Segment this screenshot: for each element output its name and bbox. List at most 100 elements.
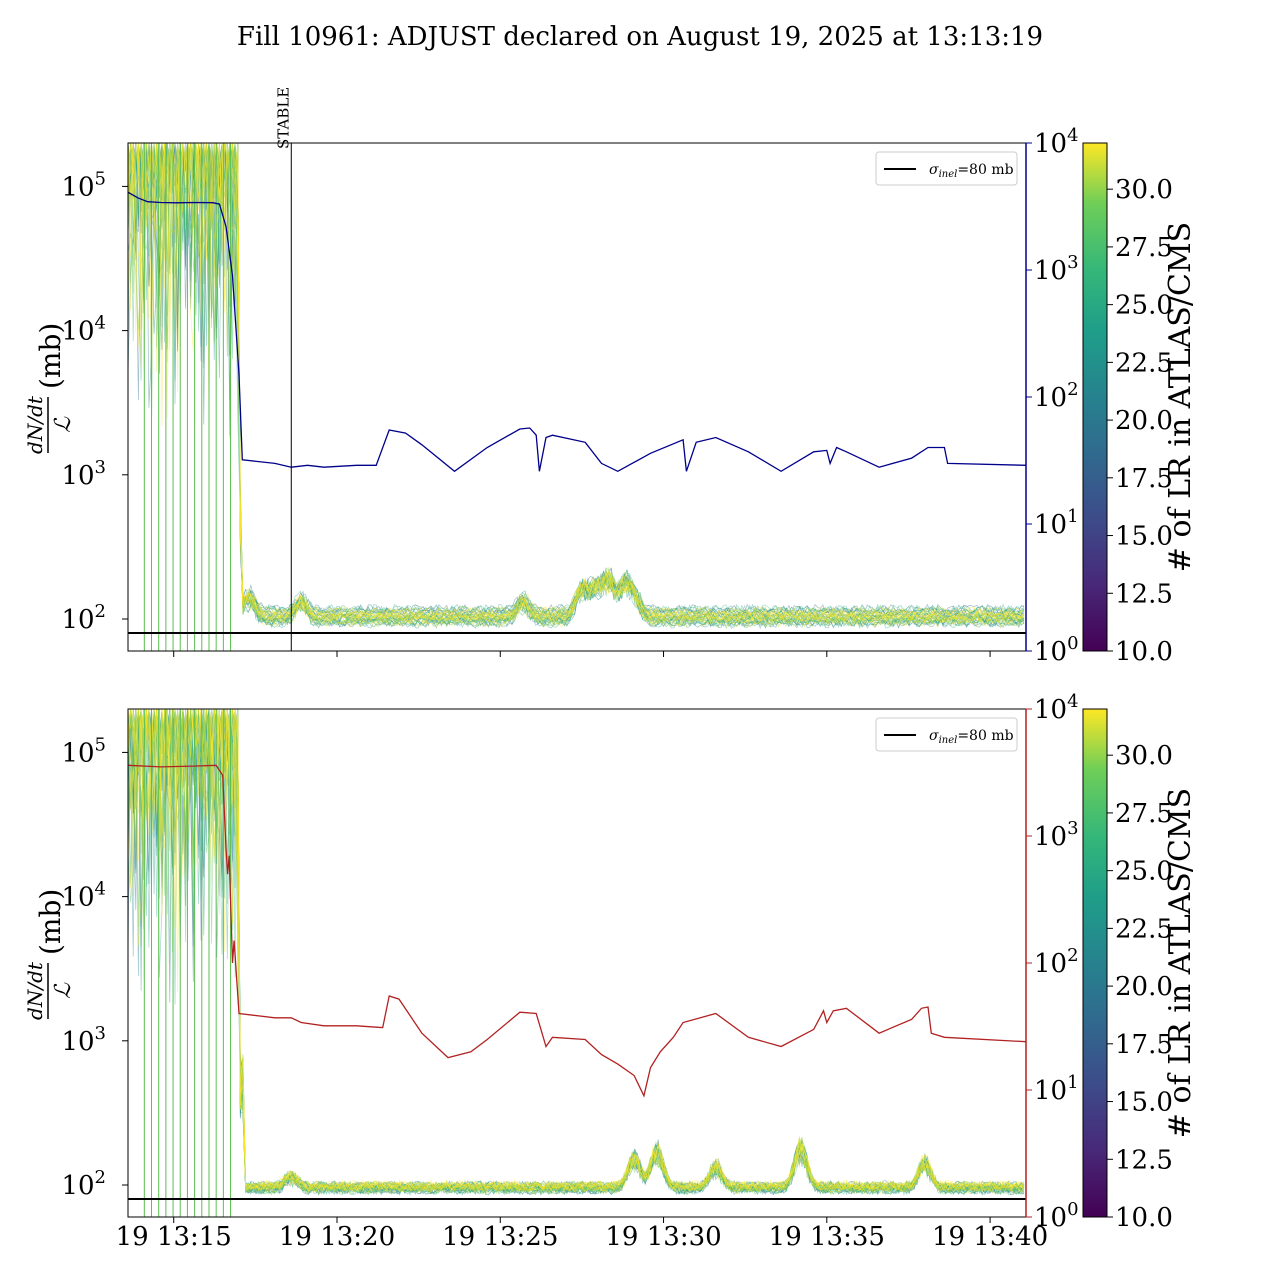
ratio-line-bundle: [128, 143, 1025, 651]
ratio-line: [128, 709, 1025, 1194]
ratio-line: [128, 709, 1025, 1195]
ratio-line: [128, 709, 1025, 1191]
y2-tick-label: 100: [1034, 633, 1079, 667]
ratio-line: [128, 709, 1025, 1192]
ratio-line: [128, 143, 1025, 624]
ratio-line: [128, 709, 1025, 1191]
ratio-line: [128, 709, 1025, 1193]
colorbar-tick-label: 30.0: [1115, 741, 1173, 771]
colorbar-gradient: [1082, 142, 1108, 652]
ratio-line: [128, 709, 1025, 1193]
ratio-line: [128, 143, 1025, 617]
ratio-line: [128, 143, 1025, 623]
legend-label: σinel=80 mb: [929, 162, 1014, 180]
ratio-line: [128, 709, 1025, 1195]
colorbar-tick-label: 15.0: [1115, 1088, 1173, 1118]
y-axis-label: dN/dt ℒ (mb): [23, 889, 76, 1020]
colorbar-tick-label: 25.0: [1115, 291, 1173, 321]
colorbar-tick-label: 22.5: [1115, 348, 1173, 378]
legend-box: [875, 717, 1018, 752]
y2-tick-label: 103: [1034, 818, 1079, 852]
ratio-line: [128, 709, 1025, 1196]
colorbar-tick-label: 17.5: [1115, 1030, 1173, 1060]
colorbar-gradient: [1082, 708, 1108, 1218]
colorbar-tick-label: 17.5: [1115, 464, 1173, 494]
colorbar-tick-label: 10.0: [1115, 637, 1173, 667]
bottom-colorbar: 10.0 12.5 15.0 17.5 20.0 22.5 25.0 27.5 30.0 # of…: [1082, 708, 1198, 1233]
y2-tick-label: 101: [1034, 1072, 1079, 1106]
ratio-line: [128, 709, 1025, 1192]
y-tick-label: 103: [61, 1023, 106, 1057]
axes-frame: [127, 142, 1027, 652]
legend-box: [875, 151, 1018, 186]
y-tick-label: 105: [61, 734, 106, 768]
ratio-line: [128, 143, 1025, 628]
colorbar-tick-label: 15.0: [1115, 522, 1173, 552]
ratio-line: [128, 143, 1025, 626]
ratio-line: [128, 143, 1025, 630]
ratio-line: [128, 143, 1025, 628]
x-tick-label: 19 13:30: [605, 1222, 721, 1252]
colorbar-tick-label: 12.5: [1115, 1145, 1173, 1175]
y-tick-label: 103: [61, 457, 106, 491]
ratio-line: [128, 709, 1025, 1191]
ratio-line: [128, 143, 1025, 623]
ratio-line: [128, 143, 1025, 628]
ratio-line: [128, 709, 1025, 1193]
svg-text:(mb): (mb): [34, 889, 67, 955]
svg-text:ℒ: ℒ: [51, 416, 76, 433]
colorbar-tick-label: 25.0: [1115, 857, 1173, 887]
axes-frame: [127, 708, 1027, 1218]
colorbar-tick-label: 20.0: [1115, 972, 1173, 1002]
ratio-line: [128, 143, 1025, 615]
colorbar-tick-label: 12.5: [1115, 579, 1173, 609]
y-tick-label: 105: [61, 168, 106, 202]
ratio-line: [128, 709, 1025, 1196]
x-tick-label: 19 13:25: [442, 1222, 558, 1252]
y2-tick-label: 103: [1034, 252, 1079, 286]
y-axis-label: dN/dt ℒ (mb): [23, 323, 76, 454]
colorbar-tick-label: 10.0: [1115, 1203, 1173, 1233]
ratio-line: [128, 143, 1025, 621]
ratio-line: [128, 143, 1025, 617]
svg-text:(mb): (mb): [34, 323, 67, 389]
ratio-line: [128, 143, 1025, 623]
top-panel: STABLE 102 103 104 105 100 101 102 103 104 dN/dt ℒ (…: [23, 87, 1079, 667]
ratio-line: [128, 709, 1025, 1194]
ratio-line: [128, 709, 1025, 1190]
colorbar-tick-label: 30.0: [1115, 175, 1173, 205]
ratio-line: [128, 143, 1025, 628]
ratio-line: [128, 143, 1025, 623]
ratio-line: [128, 143, 1025, 620]
ratio-line-bundle: [128, 709, 1025, 1217]
figure-title: Fill 10961: ADJUST declared on August 19…: [237, 22, 1043, 52]
legend-label: σinel=80 mb: [929, 728, 1014, 746]
plot-area: [128, 709, 1026, 1217]
x-tick-label: 19 13:15: [116, 1222, 232, 1252]
colorbar-label: # of LR in ATLAS/CMS: [1163, 222, 1198, 572]
ratio-line: [128, 709, 1025, 1195]
svg-text:ℒ: ℒ: [51, 982, 76, 999]
ratio-line: [128, 143, 1025, 623]
ratio-line: [128, 143, 1025, 626]
ratio-line: [128, 709, 1025, 1192]
ratio-line: [128, 143, 1025, 627]
y2-tick-label: 100: [1034, 1199, 1079, 1233]
legend: σinel=80 mb: [875, 151, 1018, 186]
ratio-line: [128, 143, 1025, 624]
ratio-line: [128, 709, 1025, 1192]
y2-tick-label: 104: [1034, 691, 1079, 725]
ratio-line: [128, 709, 1025, 1192]
ratio-line: [128, 709, 1025, 1196]
ratio-line: [128, 709, 1025, 1196]
svg-text:dN/dt: dN/dt: [23, 961, 47, 1020]
x-tick-label: 19 13:20: [279, 1222, 395, 1252]
ratio-line: [128, 709, 1025, 1192]
plot-area: [128, 143, 1026, 651]
ratio-line: [128, 143, 1025, 619]
ratio-line: [128, 709, 1025, 1193]
stable-marker-label: STABLE: [274, 87, 292, 149]
svg-text:dN/dt: dN/dt: [23, 395, 47, 454]
ratio-line: [128, 143, 1025, 621]
